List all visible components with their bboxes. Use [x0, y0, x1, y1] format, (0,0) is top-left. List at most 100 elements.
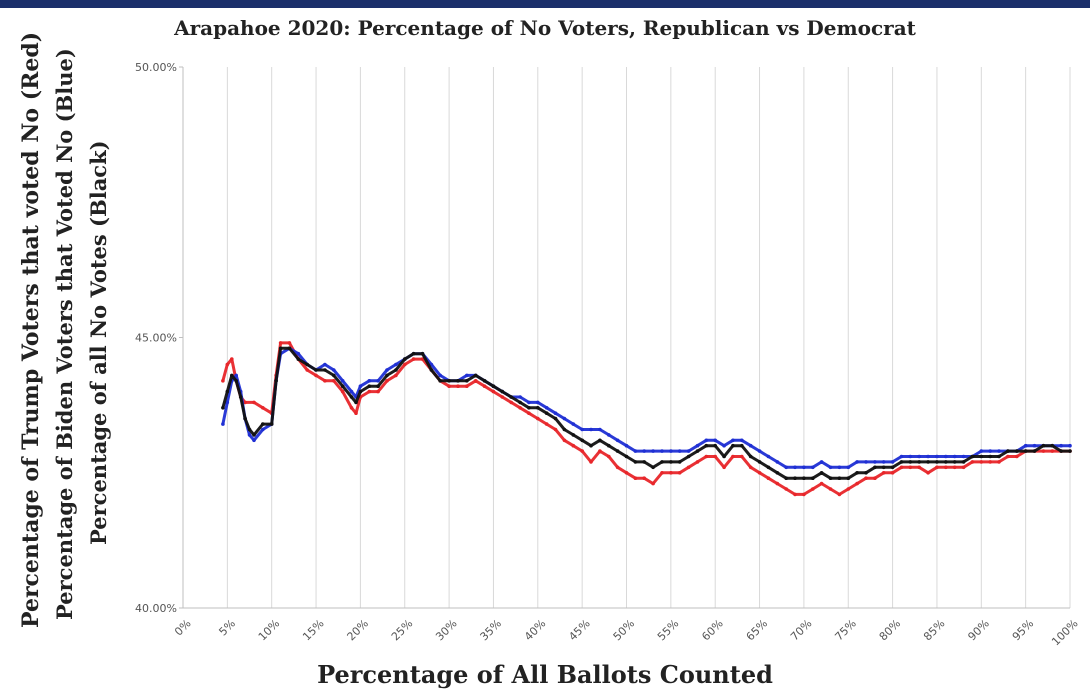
data-point — [332, 379, 336, 383]
data-point — [962, 455, 966, 459]
data-point — [651, 482, 655, 486]
data-point — [368, 379, 372, 383]
data-point — [598, 428, 602, 432]
data-point — [239, 395, 243, 399]
data-point — [394, 368, 398, 372]
x-tick-label: 25% — [389, 617, 415, 643]
data-point — [625, 444, 629, 448]
data-point — [1015, 449, 1019, 453]
data-point — [438, 374, 442, 378]
data-point — [900, 466, 904, 470]
data-point — [572, 433, 576, 437]
series-line — [223, 343, 1070, 495]
data-point — [474, 374, 478, 378]
data-point — [501, 390, 505, 394]
data-point — [341, 379, 345, 383]
data-point — [784, 487, 788, 491]
data-point — [297, 357, 301, 361]
data-point — [820, 482, 824, 486]
data-point — [740, 455, 744, 459]
data-point — [669, 460, 673, 464]
x-tick-label: 90% — [965, 617, 991, 643]
data-point — [891, 460, 895, 464]
data-point — [341, 384, 345, 388]
data-point — [305, 368, 309, 372]
data-point — [412, 352, 416, 356]
data-point — [270, 422, 274, 426]
data-point — [226, 390, 230, 394]
data-point — [988, 455, 992, 459]
data-point — [713, 455, 717, 459]
data-point — [793, 466, 797, 470]
data-point — [926, 460, 930, 464]
data-point — [536, 417, 540, 421]
data-point — [953, 455, 957, 459]
data-point — [847, 476, 851, 480]
data-point — [376, 390, 380, 394]
data-point — [838, 476, 842, 480]
data-point — [536, 401, 540, 405]
data-point — [935, 460, 939, 464]
data-point — [678, 460, 682, 464]
data-point — [483, 384, 487, 388]
data-point — [580, 439, 584, 443]
data-point — [731, 444, 735, 448]
data-point — [758, 460, 762, 464]
data-point — [323, 368, 327, 372]
tick-labels: 0% 5% 10% 15% 20% 25% 30% 35% 40% 45% 50% 55% 60% 65%… — [135, 61, 1081, 648]
data-point — [456, 384, 460, 388]
series-line — [223, 348, 1070, 478]
data-point — [713, 439, 717, 443]
data-point — [864, 460, 868, 464]
data-point — [616, 466, 620, 470]
data-point — [944, 466, 948, 470]
data-point — [776, 482, 780, 486]
data-point — [926, 471, 930, 475]
data-point — [1033, 449, 1037, 453]
data-point — [221, 379, 225, 383]
x-tick-label: 0% — [172, 617, 194, 639]
x-tick-label: 50% — [611, 617, 637, 643]
data-point — [705, 439, 709, 443]
x-axis-label: Percentage of All Ballots Counted — [0, 660, 1090, 689]
data-point — [288, 347, 292, 351]
data-point — [403, 357, 407, 361]
data-point — [314, 374, 318, 378]
data-point — [501, 395, 505, 399]
axes — [179, 67, 1070, 608]
data-point — [935, 466, 939, 470]
y-tick-label: 50.00% — [135, 61, 177, 74]
data-point — [616, 439, 620, 443]
data-point — [696, 460, 700, 464]
data-point — [1059, 444, 1063, 448]
data-point — [625, 471, 629, 475]
data-point — [332, 374, 336, 378]
data-point — [864, 471, 868, 475]
data-point — [855, 482, 859, 486]
data-point — [297, 352, 301, 356]
data-point — [421, 352, 425, 356]
data-point — [988, 449, 992, 453]
data-point — [554, 417, 558, 421]
data-point — [518, 395, 522, 399]
data-point — [332, 368, 336, 372]
data-point — [305, 363, 309, 367]
data-point — [234, 374, 238, 378]
data-point — [855, 471, 859, 475]
data-point — [252, 401, 256, 405]
data-point — [722, 455, 726, 459]
data-point — [527, 411, 531, 415]
data-point — [642, 460, 646, 464]
data-point — [660, 449, 664, 453]
x-tick-label: 20% — [345, 617, 371, 643]
data-point — [456, 379, 460, 383]
data-point — [820, 460, 824, 464]
data-point — [252, 433, 256, 437]
data-point — [465, 374, 469, 378]
data-point — [1006, 455, 1010, 459]
data-point — [634, 460, 638, 464]
data-point — [563, 417, 567, 421]
data-point — [909, 455, 913, 459]
data-point — [740, 439, 744, 443]
